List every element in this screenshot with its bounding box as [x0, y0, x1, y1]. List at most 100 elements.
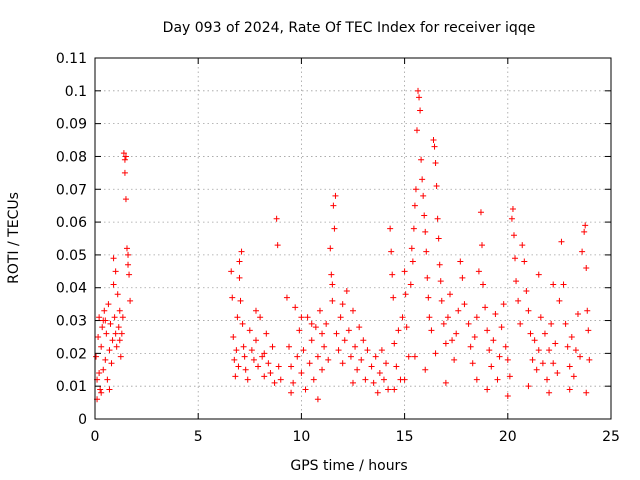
data-point	[413, 127, 420, 134]
data-point	[471, 333, 478, 340]
data-point	[449, 337, 456, 344]
data-point	[435, 235, 442, 242]
data-point	[115, 324, 122, 331]
y-tick-label: 0.04	[56, 281, 87, 297]
data-point	[372, 353, 379, 360]
data-point	[586, 356, 593, 363]
data-point	[423, 248, 430, 255]
data-point	[263, 330, 270, 337]
data-point	[391, 340, 398, 347]
data-point	[475, 268, 482, 275]
data-point	[105, 301, 112, 308]
data-point	[582, 222, 589, 229]
data-point	[502, 343, 509, 350]
data-point	[568, 333, 575, 340]
data-point	[409, 258, 416, 265]
data-point	[546, 389, 553, 396]
data-point	[228, 268, 235, 275]
data-point	[447, 291, 454, 298]
data-point	[431, 143, 438, 150]
data-point	[99, 324, 106, 331]
data-point	[585, 327, 592, 334]
data-point	[385, 386, 392, 393]
data-point	[314, 353, 321, 360]
data-point	[420, 192, 427, 199]
data-point	[328, 271, 335, 278]
data-point	[319, 330, 326, 337]
data-point	[267, 370, 274, 377]
data-point	[100, 366, 107, 373]
data-point	[111, 314, 118, 321]
data-point	[350, 307, 356, 314]
data-point	[504, 393, 511, 400]
data-point	[121, 169, 128, 176]
data-point	[430, 137, 437, 144]
data-point	[504, 356, 511, 363]
data-point	[525, 383, 532, 390]
data-point	[286, 343, 293, 350]
data-point	[383, 360, 390, 367]
data-point	[252, 337, 259, 344]
data-point	[236, 274, 243, 281]
data-point	[442, 379, 449, 386]
data-point	[106, 347, 113, 354]
data-point	[125, 261, 132, 268]
data-point	[271, 379, 278, 386]
data-point	[378, 347, 385, 354]
data-point	[550, 281, 557, 288]
data-point	[358, 356, 365, 363]
y-tick-label: 0.02	[56, 346, 87, 362]
data-point	[323, 320, 330, 327]
data-point	[123, 245, 130, 252]
data-point	[480, 281, 487, 288]
data-point	[473, 376, 480, 383]
data-point	[332, 192, 339, 199]
y-tick-label: 0.05	[56, 248, 87, 264]
data-point	[236, 258, 243, 265]
data-point	[560, 281, 567, 288]
data-point	[467, 343, 474, 350]
data-point	[552, 340, 559, 347]
data-point	[244, 376, 251, 383]
data-point	[370, 379, 377, 386]
data-point	[473, 314, 480, 321]
data-point	[418, 156, 425, 163]
data-point	[356, 324, 363, 331]
data-point	[261, 373, 268, 380]
data-point	[300, 347, 307, 354]
data-point	[574, 310, 581, 317]
data-point	[312, 324, 319, 331]
data-point	[403, 324, 410, 331]
y-tick-label: 0.03	[56, 314, 87, 330]
data-point	[347, 353, 354, 360]
data-point	[401, 376, 408, 383]
data-point	[112, 268, 119, 275]
data-point	[234, 314, 241, 321]
data-point	[546, 347, 553, 354]
data-point	[434, 215, 441, 222]
data-point	[457, 258, 464, 265]
data-point	[329, 281, 336, 288]
data-point	[425, 294, 432, 301]
data-point	[374, 389, 381, 396]
data-point	[109, 337, 116, 344]
data-point	[250, 356, 257, 363]
data-point	[240, 343, 247, 350]
data-point	[230, 333, 237, 340]
data-point	[98, 343, 105, 350]
data-point	[402, 291, 409, 298]
data-point	[436, 261, 443, 268]
data-point	[411, 202, 418, 209]
data-point	[525, 307, 532, 314]
data-point	[329, 297, 336, 304]
data-point	[325, 356, 332, 363]
data-point	[432, 160, 439, 167]
data-point	[440, 320, 447, 327]
data-point	[360, 337, 367, 344]
data-point	[304, 314, 311, 321]
data-point	[327, 245, 334, 252]
data-point	[362, 376, 369, 383]
data-point	[510, 232, 517, 239]
y-tick-label: 0.09	[56, 117, 87, 133]
data-point	[416, 94, 423, 101]
